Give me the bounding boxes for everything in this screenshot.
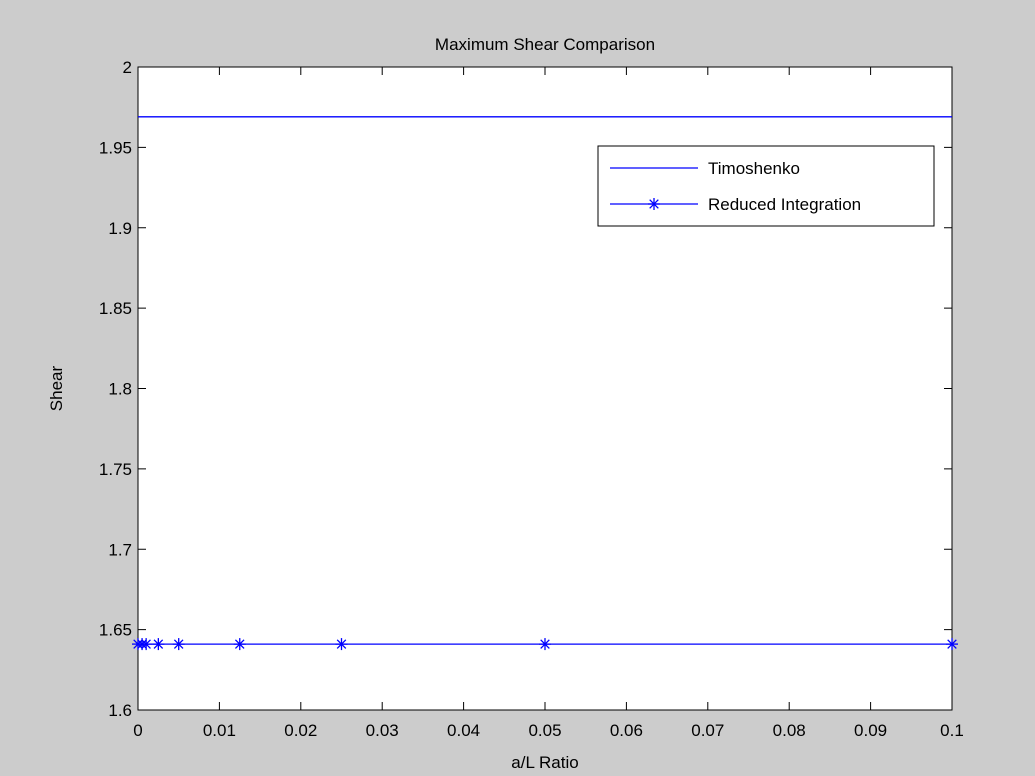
y-axis-label: Shear [47,365,66,411]
legend-label: Reduced Integration [708,195,861,214]
legend-marker-sample [648,198,660,210]
series-layer [132,116,958,651]
x-tick-label: 0.07 [691,721,724,740]
axis-ticks: 0 0.01 0.02 0.03 0.04 0.05 0.06 0.07 0.08 0.09 0.1… [99,58,964,740]
x-tick-label: 0.04 [447,721,480,740]
y-tick-label: 1.65 [99,621,132,640]
y-tick-label: 1.95 [99,138,132,157]
y-tick-label: 1.7 [108,540,132,559]
legend: Timoshenko Reduced Integration [597,145,935,227]
x-tick-label: 0.02 [284,721,317,740]
data-point-marker [233,638,246,651]
series-reduced-integration [132,638,958,651]
y-tick-label: 1.85 [99,299,132,318]
y-tick-label: 1.6 [108,701,132,720]
chart-title: Maximum Shear Comparison [435,35,655,54]
data-point-marker [152,638,165,651]
data-point-marker [335,638,348,651]
x-tick-label: 0.08 [773,721,806,740]
legend-box [597,145,935,227]
y-tick-label: 2 [123,58,132,77]
y-tick-label: 1.8 [108,380,132,399]
legend-item: Timoshenko [610,159,800,178]
x-tick-label: 0.05 [528,721,561,740]
x-tick-label: 0.06 [610,721,643,740]
data-point-marker [539,638,551,651]
x-axis-label: a/L Ratio [511,753,578,772]
data-point-marker [172,638,185,651]
data-point-marker [140,638,153,651]
x-tick-label: 0 [133,721,142,740]
data-point-marker [946,638,958,651]
legend-item: Reduced Integration [610,195,861,214]
legend-label: Timoshenko [708,159,800,178]
y-tick-label: 1.9 [108,219,132,238]
x-tick-label: 0.1 [940,721,964,740]
x-tick-label: 0.09 [854,721,887,740]
x-tick-label: 0.03 [366,721,399,740]
x-tick-label: 0.01 [203,721,236,740]
y-tick-label: 1.75 [99,460,132,479]
